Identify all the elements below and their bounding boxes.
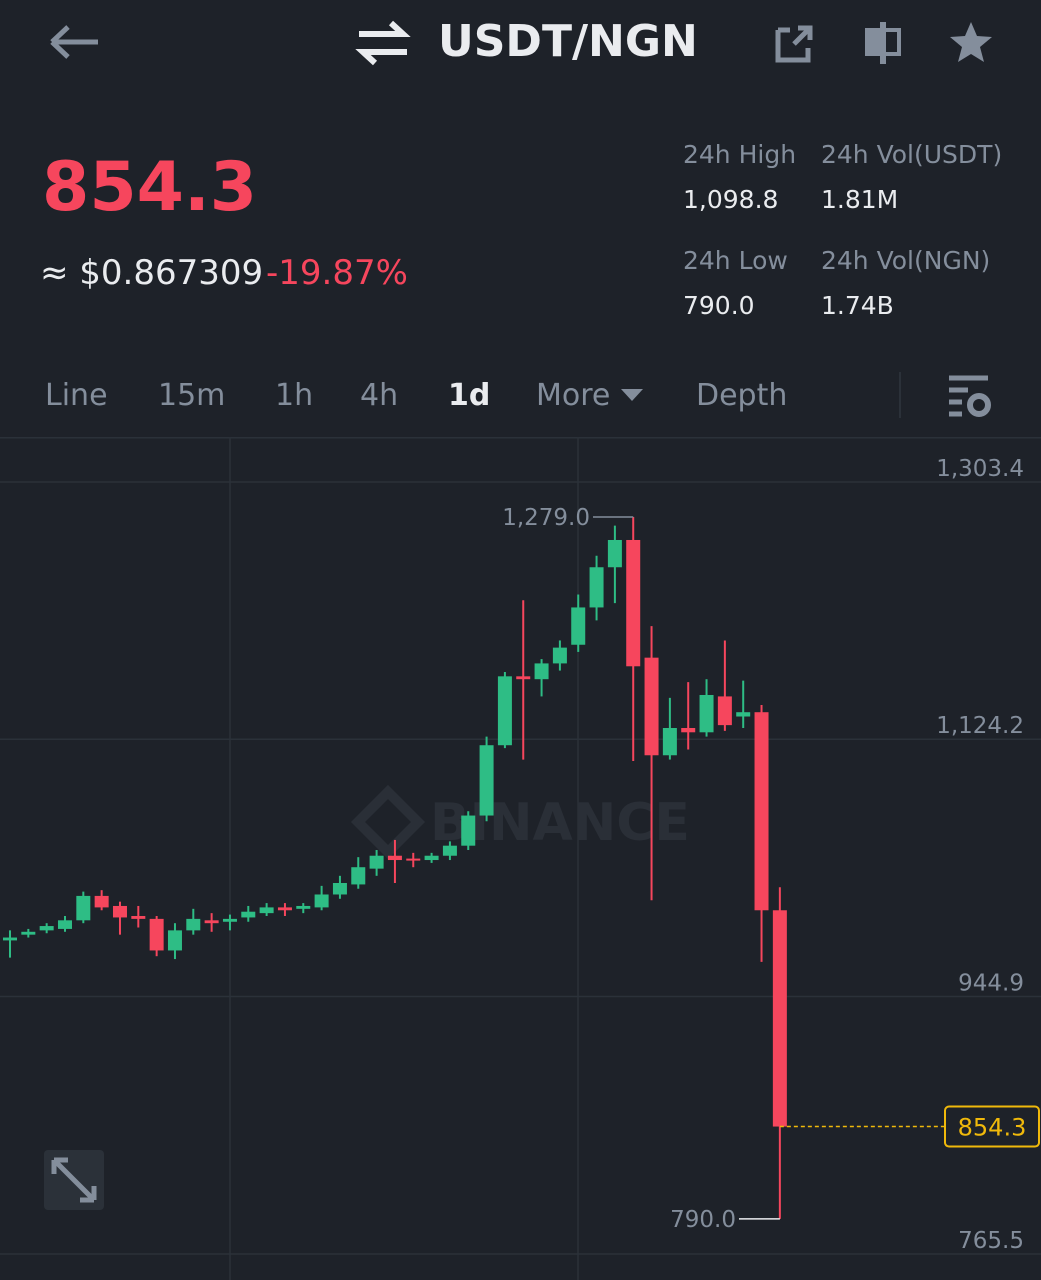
pair-title[interactable]: USDT/NGN [438,16,698,67]
candle-body [534,663,549,680]
y-tick-label: 944.9 [958,971,1024,997]
watermark-logo [350,784,426,860]
candle-body [644,657,659,756]
stat-label: 24h Vol(NGN) [821,246,991,275]
stat-label: 24h Low [683,246,788,275]
candle-body [332,882,347,895]
candle-body [3,937,17,941]
y-tick-label: 1,124.2 [936,713,1024,739]
candle-body [461,815,476,846]
favorite-icon[interactable] [948,20,994,64]
candle-body [406,858,421,861]
candle-body [479,745,494,816]
candle-body [277,907,292,911]
candle-body [204,920,219,924]
candle-body [167,930,182,951]
candle-body [736,712,751,717]
interval-tab[interactable]: 1h [275,378,314,413]
candle-body [21,931,36,935]
chart-settings[interactable] [946,374,994,418]
candle-body [57,920,72,929]
usd-price: ≈ $0.867309 [40,253,264,293]
candle-body [222,918,237,922]
candle-body [369,855,384,869]
candle-body [772,910,787,1127]
stat-value: 1,098.8 [683,185,779,214]
candle-body [351,867,366,885]
candle-body [131,916,146,919]
candle-body [186,918,201,931]
last-price-label: 854.3 [958,1114,1027,1142]
candle-body [552,647,567,664]
low-label: 790.0 [670,1207,736,1233]
expand-button[interactable] [44,1150,104,1210]
y-tick-label: 1,303.4 [936,456,1024,482]
share-icon[interactable] [774,22,816,64]
stat-label: 24h Vol(USDT) [821,140,1003,169]
stat-value: 1.74B [821,291,894,320]
interval-tab[interactable]: 4h [360,378,399,413]
candle-body [39,926,54,931]
candle-body [76,895,91,921]
candle-body [259,907,274,914]
candle-body [717,696,732,726]
price-change: -19.87% [266,253,408,293]
y-tick-label: 765.5 [958,1228,1024,1254]
high-label: 1,279.0 [502,505,590,531]
divider [899,372,901,418]
candle-body [112,905,127,918]
candle-body [296,905,311,909]
candle-body [516,676,531,680]
swap-icon[interactable] [355,20,411,66]
candle-body [149,918,164,951]
candle-body [571,607,586,645]
candle-body [241,911,256,918]
candle-body [314,894,329,908]
compare-icon[interactable] [862,20,904,66]
candle-body [626,539,641,667]
candle-body [681,727,696,733]
interval-tab[interactable]: Depth [696,378,788,413]
candle-body [94,895,109,908]
candle-body [497,676,512,746]
stat-value: 1.81M [821,185,899,214]
candle-body [387,855,402,861]
candle-body [589,567,604,608]
stat-value: 790.0 [683,291,755,320]
interval-tab[interactable]: Line [45,378,108,413]
last-price: 854.3 [42,148,258,227]
expand-icon [51,1157,97,1203]
candle-body [424,855,439,861]
candle-body [662,727,677,756]
candle-body [699,694,714,733]
candle-body [607,539,622,568]
interval-tab[interactable]: 1d [448,378,491,413]
interval-tab[interactable]: 15m [158,378,226,413]
dropdown-arrow [621,389,643,401]
candle-body [442,845,457,856]
candle-body [754,712,769,911]
stat-label: 24h High [683,140,797,169]
chart: 1,303.41,124.2944.9765.5BINANCE1,279.079… [0,437,1041,1280]
back-button[interactable] [48,22,104,62]
last-price-box [944,1105,1040,1148]
interval-tab[interactable]: More [536,378,611,413]
